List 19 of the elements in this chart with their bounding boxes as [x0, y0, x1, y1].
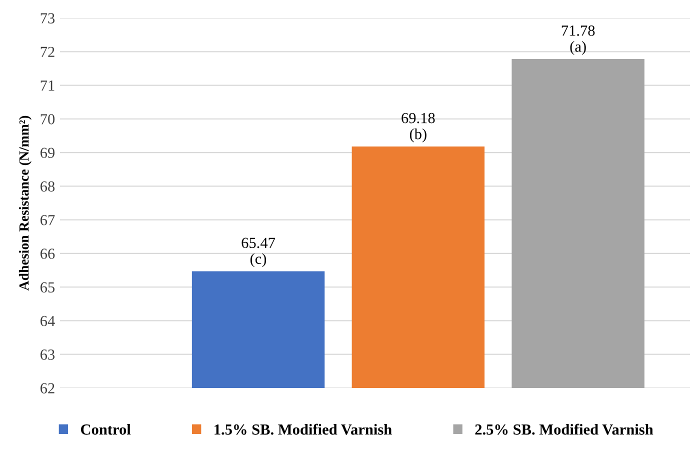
legend-label: 2.5% SB. Modified Varnish: [475, 424, 654, 435]
y-tick-label: 63: [40, 350, 55, 360]
legend-label: 1.5% SB. Modified Varnish: [214, 424, 392, 435]
y-tick-label: 62: [40, 383, 54, 394]
y-tick-label: 69: [40, 148, 55, 158]
y-tick-label: 71: [40, 80, 54, 91]
y-tick-label: 65: [40, 282, 55, 293]
y-tick-label: 67: [40, 215, 55, 226]
y-tick-label: 72: [40, 46, 54, 57]
y-tick-label: 73: [40, 13, 55, 24]
y-axis-title: Adhesion Resistance (N/mm²): [18, 116, 32, 291]
y-tick-label: 68: [40, 181, 55, 192]
y-tick-label: 66: [40, 248, 55, 259]
data-label: 71.78 (a): [562, 25, 595, 55]
data-label: 69.18 (b): [402, 112, 435, 142]
legend-label: Control: [80, 424, 131, 435]
data-label: 65.47 (c): [242, 238, 276, 268]
y-tick-label: 64: [40, 316, 55, 326]
y-tick-label: 70: [40, 114, 55, 124]
